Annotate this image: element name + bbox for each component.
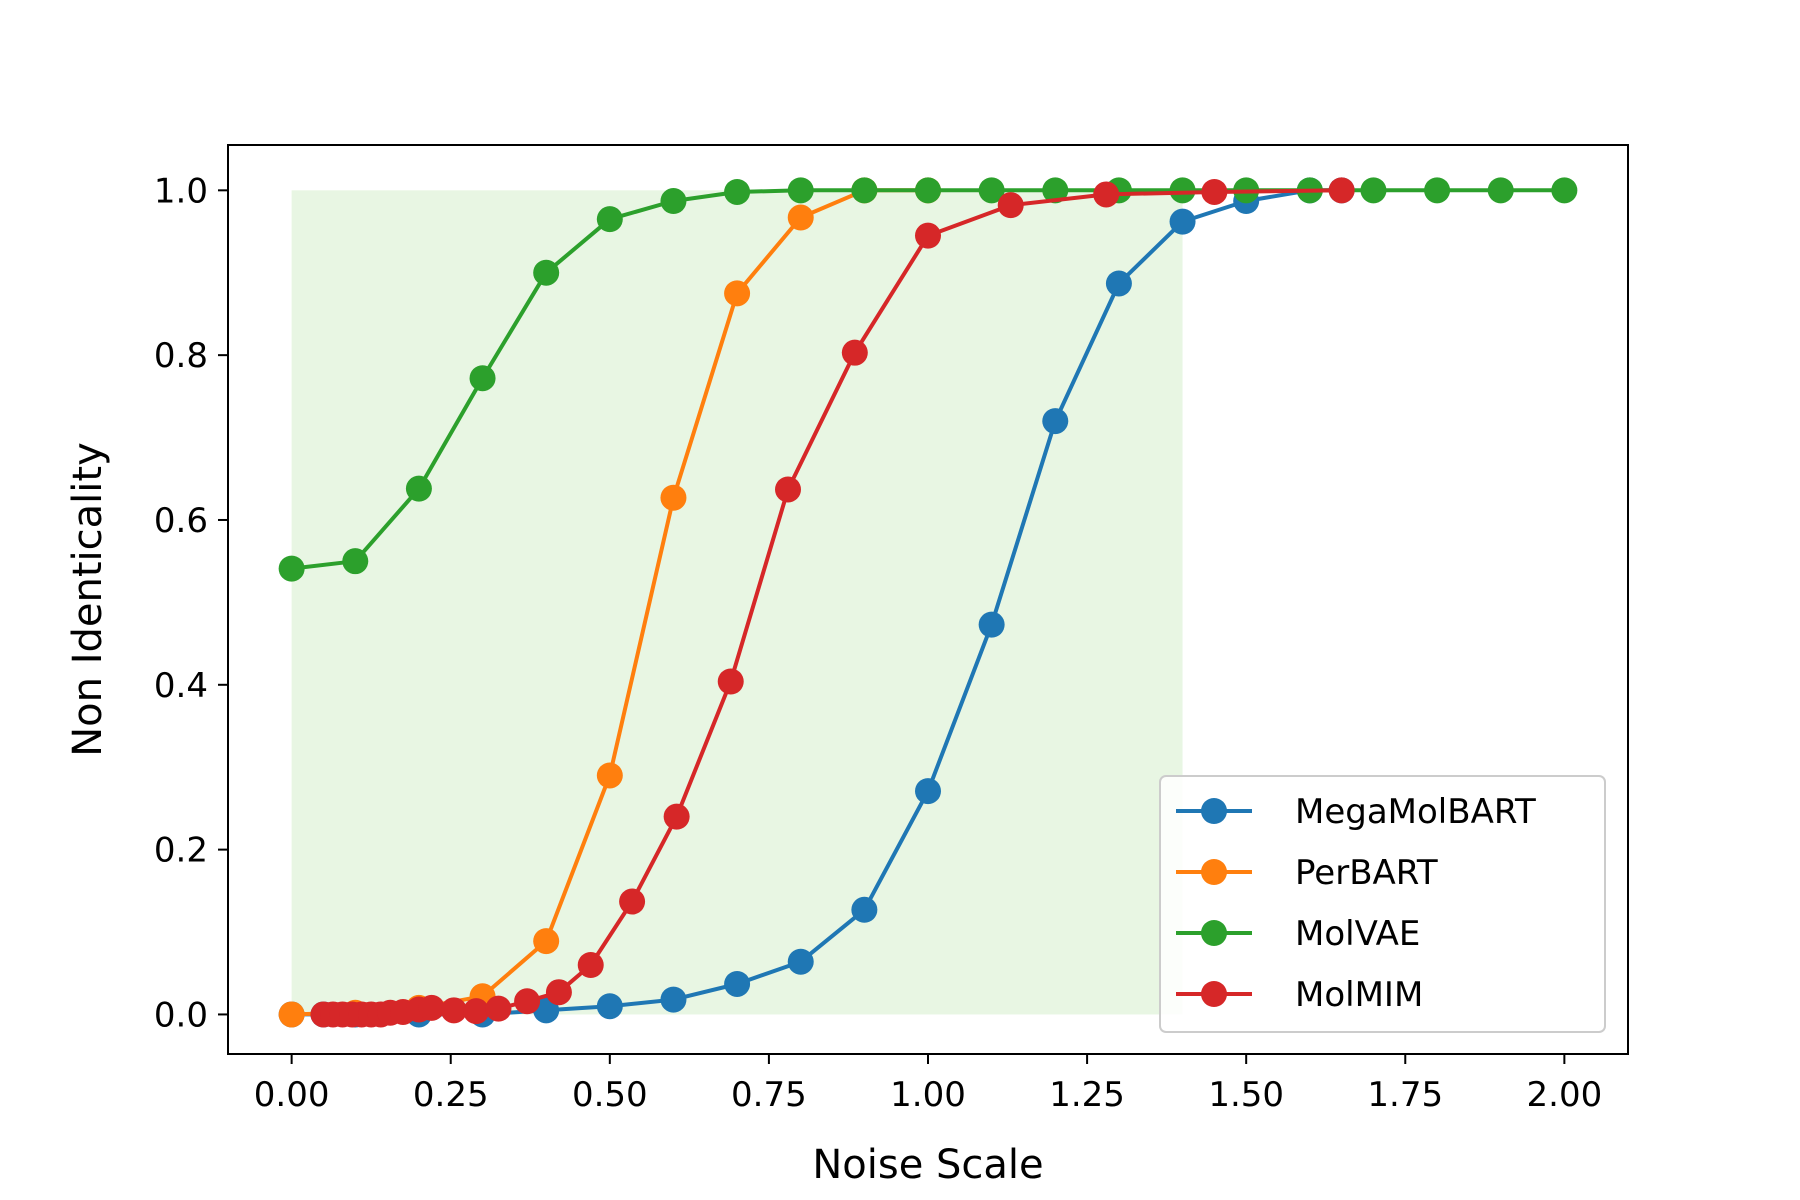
y-axis-ticks: 0.0 0.2 0.4 0.6 0.8 1.0 bbox=[154, 171, 228, 1035]
data-point bbox=[978, 611, 1005, 638]
data-point bbox=[997, 192, 1024, 219]
data-point bbox=[724, 970, 751, 997]
x-tick-label: 0.50 bbox=[572, 1075, 648, 1115]
data-point bbox=[1093, 181, 1120, 208]
x-tick-label: 1.25 bbox=[1049, 1075, 1125, 1115]
data-point bbox=[663, 803, 690, 830]
data-point bbox=[724, 178, 751, 205]
x-tick-label: 0.25 bbox=[413, 1075, 489, 1115]
data-point bbox=[787, 948, 814, 975]
y-tick-label: 0.0 bbox=[154, 995, 208, 1035]
legend-entry-label: MolMIM bbox=[1295, 975, 1423, 1015]
data-point bbox=[405, 475, 432, 502]
y-tick-label: 0.8 bbox=[154, 336, 208, 376]
legend-entry-label: MegaMolBART bbox=[1295, 792, 1536, 832]
data-point bbox=[787, 177, 814, 204]
data-point bbox=[851, 896, 878, 923]
data-point bbox=[469, 365, 496, 392]
data-point bbox=[978, 177, 1005, 204]
y-tick-label: 0.6 bbox=[154, 501, 208, 541]
data-point bbox=[619, 888, 646, 915]
legend-swatch-marker bbox=[1201, 920, 1227, 946]
legend-swatch-marker bbox=[1201, 981, 1227, 1007]
data-point bbox=[418, 994, 445, 1021]
data-point bbox=[1328, 177, 1355, 204]
data-point bbox=[342, 548, 369, 575]
data-point bbox=[851, 177, 878, 204]
data-point bbox=[660, 484, 687, 511]
data-point bbox=[1360, 177, 1387, 204]
x-tick-label: 1.00 bbox=[890, 1075, 966, 1115]
data-point bbox=[596, 206, 623, 233]
data-point bbox=[596, 993, 623, 1020]
data-point bbox=[1201, 178, 1228, 205]
series-molvae bbox=[278, 177, 1578, 582]
data-point bbox=[1042, 408, 1069, 435]
x-tick-label: 2.00 bbox=[1527, 1075, 1603, 1115]
legend: MegaMolBART PerBART MolVAE MolMIM bbox=[1159, 775, 1606, 1033]
data-point bbox=[577, 951, 604, 978]
legend-swatch-marker bbox=[1201, 798, 1227, 824]
shaded-region bbox=[291, 190, 1183, 1015]
y-tick-label: 1.0 bbox=[154, 171, 208, 211]
data-point bbox=[545, 979, 572, 1006]
legend-entry-label: MolVAE bbox=[1295, 914, 1420, 954]
data-point bbox=[1551, 177, 1578, 204]
x-tick-label: 0.75 bbox=[731, 1075, 807, 1115]
x-axis-label: Noise Scale bbox=[812, 1142, 1043, 1188]
y-axis-label: Non Identicality bbox=[65, 442, 111, 757]
x-axis-ticks: 0.00 0.25 0.50 0.75 1.00 1.25 1.50 1.75 2.00 bbox=[254, 1054, 1602, 1115]
data-point bbox=[1042, 177, 1069, 204]
data-point bbox=[1105, 270, 1132, 297]
data-point bbox=[841, 339, 868, 366]
data-point bbox=[514, 988, 541, 1015]
legend-frame bbox=[1159, 775, 1606, 1033]
data-point bbox=[1169, 208, 1196, 235]
series-molmim bbox=[310, 177, 1355, 1028]
y-tick-label: 0.2 bbox=[154, 831, 208, 871]
data-point bbox=[915, 177, 941, 204]
data-point bbox=[660, 188, 687, 215]
data-point bbox=[717, 668, 744, 695]
data-point bbox=[787, 204, 814, 231]
data-point bbox=[775, 476, 801, 503]
data-point bbox=[1424, 177, 1451, 204]
data-point bbox=[660, 986, 687, 1013]
data-point bbox=[596, 762, 623, 789]
data-point bbox=[463, 998, 490, 1025]
data-point bbox=[1169, 177, 1196, 204]
y-tick-label: 0.4 bbox=[154, 666, 208, 706]
legend-entry-label: PerBART bbox=[1295, 853, 1438, 893]
x-tick-label: 1.50 bbox=[1208, 1075, 1284, 1115]
data-point bbox=[915, 778, 941, 805]
series-layer bbox=[278, 177, 1578, 1028]
data-point bbox=[1487, 177, 1514, 204]
data-point bbox=[278, 555, 305, 582]
data-point bbox=[278, 1001, 305, 1028]
x-tick-label: 0.00 bbox=[254, 1075, 330, 1115]
x-tick-label: 1.75 bbox=[1367, 1075, 1443, 1115]
data-point bbox=[485, 995, 512, 1022]
data-point bbox=[533, 928, 560, 955]
data-point bbox=[533, 259, 560, 286]
legend-swatch-marker bbox=[1201, 859, 1227, 885]
data-point bbox=[915, 222, 941, 249]
data-point bbox=[440, 997, 467, 1024]
data-point bbox=[724, 280, 751, 307]
